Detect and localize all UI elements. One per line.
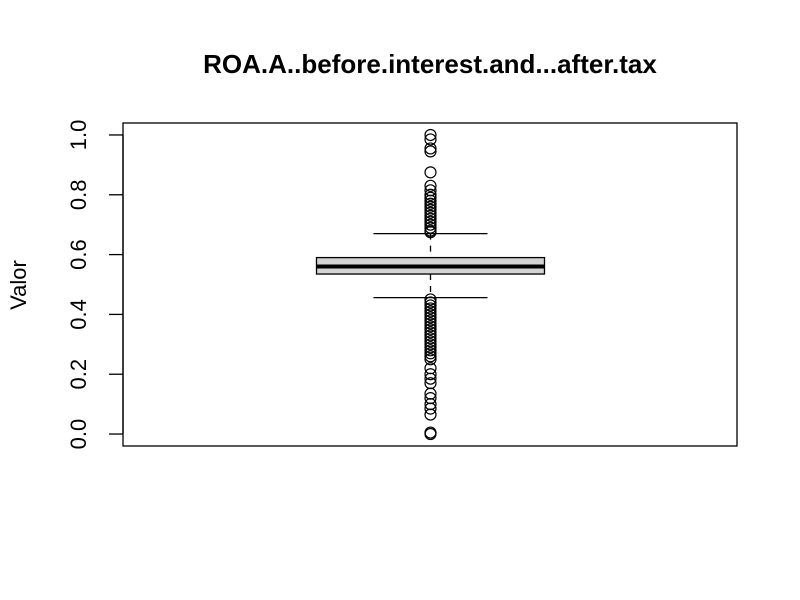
outlier-point (424, 408, 437, 421)
outlier-point (424, 350, 437, 363)
outlier-point (424, 305, 437, 318)
outlier-point (424, 188, 437, 201)
outlier-point (424, 226, 437, 239)
outlier-point (424, 368, 437, 381)
y-tick-label: 0.6 (66, 239, 91, 270)
outlier-point (424, 326, 437, 339)
outlier-point (424, 166, 437, 179)
outlier-point (424, 372, 437, 385)
outlier-point (424, 344, 437, 357)
outlier-point (424, 194, 437, 207)
outlier-point (424, 320, 437, 333)
outlier-point (424, 206, 437, 219)
outlier-point (424, 317, 437, 330)
outlier-point (424, 296, 437, 309)
outlier-point (424, 209, 437, 222)
outlier-point (424, 221, 437, 234)
outlier-point (424, 197, 437, 210)
outlier-point (424, 212, 437, 225)
outlier-point (424, 314, 437, 327)
y-tick-label: 0.0 (66, 419, 91, 450)
outlier-point (424, 341, 437, 354)
y-axis: 0.0 0.2 0.4 0.6 0.8 1.0 (66, 120, 124, 450)
chart-title: ROA.A..before.interest.and...after.tax (203, 49, 657, 79)
y-tick-label: 0.4 (66, 299, 91, 330)
outlier-point (424, 323, 437, 336)
outlier-point (424, 308, 437, 321)
outlier-point (424, 353, 437, 366)
outlier-point (424, 133, 437, 146)
outlier-point (424, 347, 437, 360)
y-tick-label: 0.8 (66, 179, 91, 210)
outlier-point (424, 218, 437, 231)
outlier-point (424, 402, 437, 415)
outlier-point (424, 142, 437, 155)
plot-frame (122, 122, 738, 447)
outlier-point (424, 191, 437, 204)
outlier-point (424, 338, 437, 351)
outliers (424, 128, 437, 441)
outlier-point (424, 203, 437, 216)
outlier-point (424, 427, 437, 441)
outlier-point (424, 311, 437, 324)
y-tick-label: 0.2 (66, 359, 91, 390)
y-axis-label: Valor (6, 260, 31, 310)
outlier-point (424, 145, 437, 158)
outlier-point (424, 200, 437, 213)
outlier-point (424, 299, 437, 312)
outlier-point (424, 128, 437, 142)
box-plot (315, 233, 546, 299)
outlier-point (424, 179, 437, 192)
y-tick-label: 1.0 (66, 120, 91, 151)
outlier-point (424, 302, 437, 315)
outlier-point (424, 335, 437, 348)
outlier-point (424, 329, 437, 342)
outlier-point (424, 293, 437, 306)
outlier-point (424, 332, 437, 345)
